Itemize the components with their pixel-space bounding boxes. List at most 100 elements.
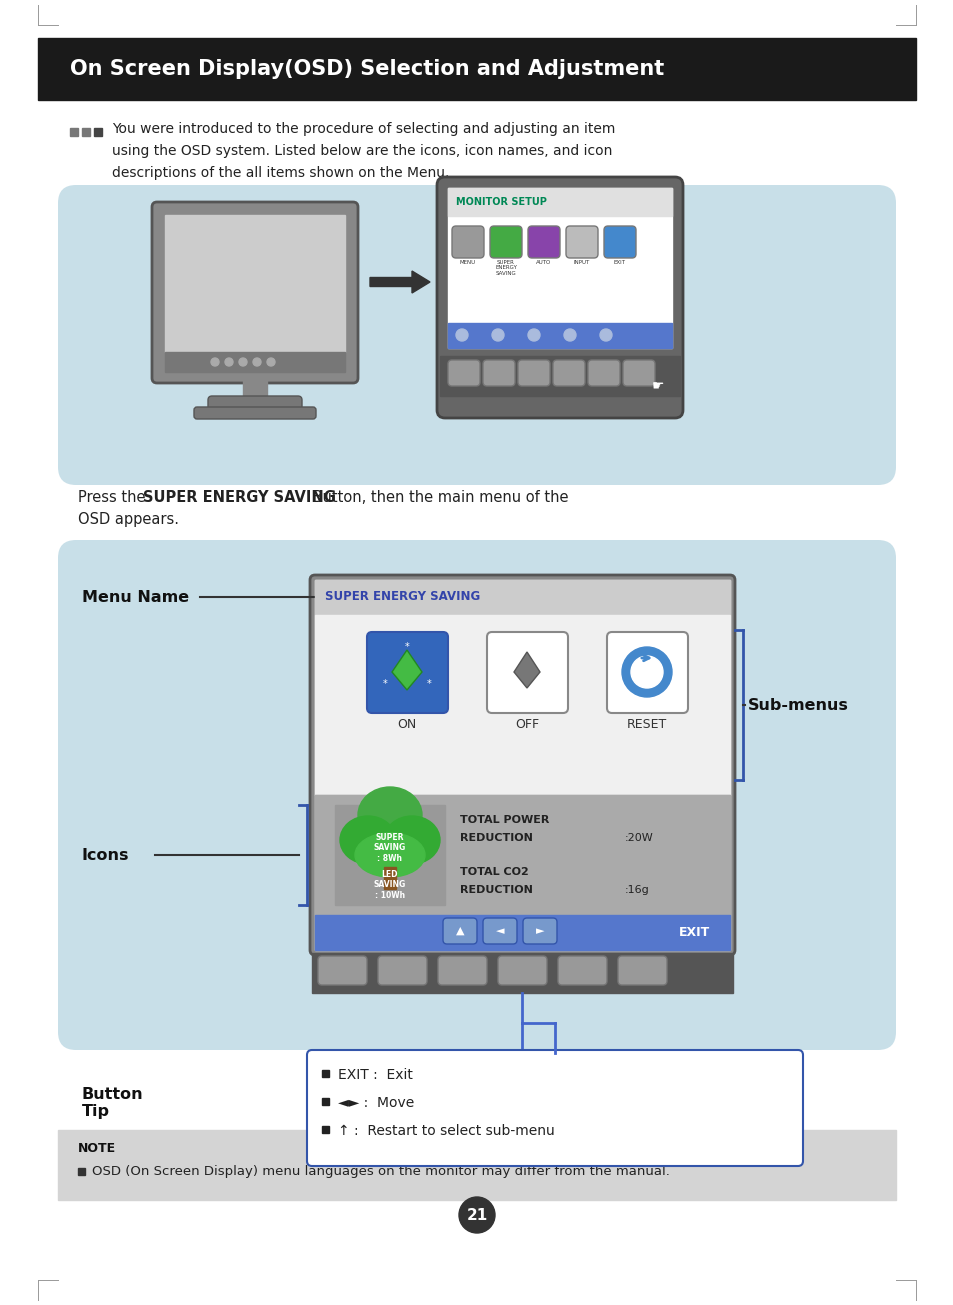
FancyArrow shape	[370, 271, 430, 294]
Bar	[448, 324, 671, 348]
Text: LED
SAVING
: 10Wh: LED SAVING : 10Wh	[374, 870, 406, 900]
Bar	[314, 615, 729, 795]
Bar	[439, 356, 679, 395]
Text: ◄► :  Move: ◄► : Move	[337, 1096, 414, 1111]
FancyBboxPatch shape	[436, 177, 682, 418]
Polygon shape	[392, 650, 421, 690]
Text: SUPER ENERGY SAVING: SUPER ENERGY SAVING	[325, 590, 479, 603]
FancyBboxPatch shape	[310, 576, 734, 955]
Text: ☛: ☛	[651, 378, 664, 393]
FancyBboxPatch shape	[317, 957, 367, 985]
Text: ON: ON	[397, 718, 416, 731]
FancyBboxPatch shape	[482, 360, 515, 386]
Circle shape	[211, 358, 219, 365]
Text: On Screen Display(OSD) Selection and Adjustment: On Screen Display(OSD) Selection and Adj…	[70, 59, 663, 80]
Bar	[58, 1130, 895, 1201]
Text: *: *	[426, 680, 431, 689]
FancyBboxPatch shape	[622, 360, 655, 386]
Text: Sub-menus: Sub-menus	[747, 697, 848, 713]
Text: OFF: OFF	[515, 718, 538, 731]
Bar	[384, 867, 395, 889]
Text: Button
Tip: Button Tip	[82, 1087, 144, 1120]
Bar	[314, 795, 729, 915]
Text: REDUCTION: REDUCTION	[459, 833, 533, 843]
Circle shape	[621, 647, 671, 697]
Text: Menu Name: Menu Name	[82, 590, 189, 604]
Circle shape	[458, 1197, 495, 1233]
Text: REDUCTION: REDUCTION	[459, 885, 533, 895]
Text: ▲: ▲	[456, 927, 464, 936]
FancyBboxPatch shape	[603, 226, 636, 258]
FancyBboxPatch shape	[522, 917, 557, 944]
Circle shape	[563, 329, 576, 341]
FancyBboxPatch shape	[367, 632, 448, 713]
FancyBboxPatch shape	[606, 632, 687, 713]
Text: 21: 21	[466, 1207, 487, 1223]
FancyBboxPatch shape	[558, 957, 606, 985]
Text: SUPER
SAVING
: 8Wh: SUPER SAVING : 8Wh	[374, 833, 406, 863]
FancyBboxPatch shape	[565, 226, 598, 258]
FancyBboxPatch shape	[553, 360, 584, 386]
Bar	[82, 128, 90, 136]
Circle shape	[492, 329, 503, 341]
Circle shape	[527, 329, 539, 341]
Bar	[165, 215, 345, 352]
Bar	[312, 953, 732, 993]
Bar	[322, 1098, 329, 1105]
Text: NOTE: NOTE	[78, 1142, 116, 1155]
Text: EXIT: EXIT	[614, 260, 625, 265]
Text: INPUT: INPUT	[574, 260, 590, 265]
FancyBboxPatch shape	[208, 395, 302, 412]
Text: :20W: :20W	[624, 833, 653, 843]
Text: You were introduced to the procedure of selecting and adjusting an item: You were introduced to the procedure of …	[112, 121, 615, 136]
FancyBboxPatch shape	[377, 957, 427, 985]
Ellipse shape	[355, 833, 424, 877]
Text: AUTO: AUTO	[536, 260, 551, 265]
Text: *: *	[404, 642, 409, 652]
FancyBboxPatch shape	[442, 917, 476, 944]
Text: MENU: MENU	[459, 260, 476, 265]
Circle shape	[456, 329, 468, 341]
Text: using the OSD system. Listed below are the icons, icon names, and icon: using the OSD system. Listed below are t…	[112, 144, 612, 158]
Circle shape	[630, 656, 662, 688]
Ellipse shape	[384, 816, 439, 864]
FancyBboxPatch shape	[486, 632, 567, 713]
FancyBboxPatch shape	[307, 1051, 802, 1165]
Bar	[38, 38, 915, 100]
Polygon shape	[514, 652, 539, 688]
Ellipse shape	[357, 787, 421, 843]
Text: ►: ►	[536, 927, 543, 936]
FancyBboxPatch shape	[58, 185, 895, 485]
Circle shape	[267, 358, 274, 365]
FancyBboxPatch shape	[452, 226, 483, 258]
FancyBboxPatch shape	[587, 360, 619, 386]
Bar	[243, 380, 267, 398]
Text: ◄: ◄	[496, 927, 504, 936]
FancyBboxPatch shape	[618, 957, 666, 985]
Text: RESET: RESET	[626, 718, 666, 731]
FancyBboxPatch shape	[497, 957, 546, 985]
Text: EXIT: EXIT	[679, 925, 710, 938]
FancyBboxPatch shape	[490, 226, 521, 258]
FancyBboxPatch shape	[482, 917, 517, 944]
FancyBboxPatch shape	[437, 957, 486, 985]
Circle shape	[225, 358, 233, 365]
Text: OSD appears.: OSD appears.	[78, 512, 179, 527]
Bar	[165, 352, 345, 372]
Bar	[314, 915, 729, 950]
Ellipse shape	[339, 816, 395, 864]
Text: descriptions of the all items shown on the Menu.: descriptions of the all items shown on t…	[112, 166, 449, 180]
Bar	[314, 579, 729, 615]
Text: SUPER
ENERGY
SAVING: SUPER ENERGY SAVING	[495, 260, 517, 275]
Text: OSD (On Screen Display) menu languages on the monitor may differ from the manual: OSD (On Screen Display) menu languages o…	[91, 1164, 669, 1177]
Circle shape	[253, 358, 261, 365]
Text: Press the: Press the	[78, 489, 150, 505]
Bar	[322, 1070, 329, 1077]
Text: TOTAL CO2: TOTAL CO2	[459, 867, 528, 877]
FancyBboxPatch shape	[527, 226, 559, 258]
Bar	[314, 579, 729, 950]
Text: SUPER ENERGY SAVING: SUPER ENERGY SAVING	[143, 489, 335, 505]
Text: Button, then the main menu of the: Button, then the main menu of the	[308, 489, 568, 505]
Text: :16g: :16g	[624, 885, 649, 895]
Bar	[448, 188, 671, 348]
